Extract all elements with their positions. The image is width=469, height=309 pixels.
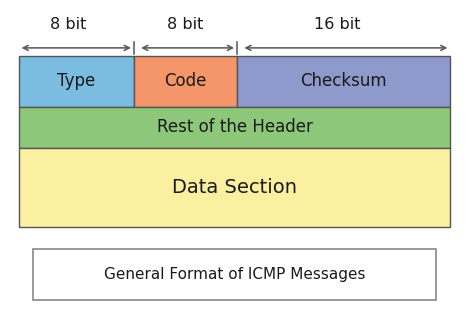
Bar <box>19 148 450 227</box>
Text: Checksum: Checksum <box>300 72 387 90</box>
Text: General Format of ICMP Messages: General Format of ICMP Messages <box>104 267 365 282</box>
Text: 8 bit: 8 bit <box>167 17 204 32</box>
Text: Code: Code <box>164 72 206 90</box>
Bar <box>134 56 237 107</box>
Text: Rest of the Header: Rest of the Header <box>157 118 312 137</box>
Text: Type: Type <box>57 72 95 90</box>
Text: 8 bit: 8 bit <box>50 17 86 32</box>
Bar <box>19 56 134 107</box>
Bar <box>19 107 450 148</box>
Bar <box>33 249 436 300</box>
Text: Data Section: Data Section <box>172 178 297 197</box>
Text: 16 bit: 16 bit <box>314 17 361 32</box>
Bar <box>237 56 450 107</box>
